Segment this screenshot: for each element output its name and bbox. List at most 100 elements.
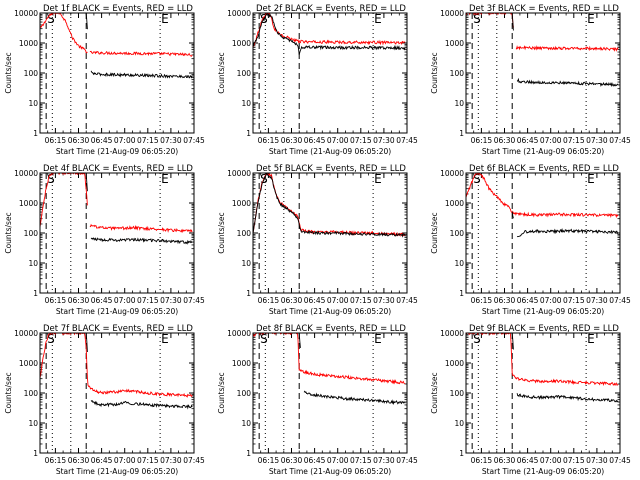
panel-6: Det 6f BLACK = Events, RED = LLD Counts/s… (430, 164, 631, 316)
y-tick-label: 100 (450, 229, 465, 238)
x-tick-label: 06:45 (304, 136, 326, 145)
x-tick-label: 06:15 (45, 456, 67, 465)
axes-frame (39, 172, 195, 294)
y-tick-label: 100 (24, 389, 39, 398)
panel-title: Det 8f BLACK = Events, RED = LLD (256, 324, 406, 334)
x-tick-label: 07:30 (160, 296, 182, 305)
x-axis-label: Start Time (21-Aug-09 06:05:20) (56, 467, 178, 476)
x-tick-label: 06:45 (304, 456, 326, 465)
series-events-trace (303, 390, 406, 406)
series-lld-trace (515, 45, 619, 52)
trace-area (466, 333, 619, 403)
y-tick-label: 10 (454, 259, 464, 268)
series-lld-trace (40, 13, 88, 54)
y-tick-label: 10 (241, 99, 251, 108)
x-tick-label: 07:00 (114, 456, 136, 465)
marker-label-e: E (374, 172, 382, 186)
x-tick-label: 06:45 (91, 296, 113, 305)
series-events-trace (298, 333, 301, 348)
marker-label-e: E (374, 12, 382, 26)
y-tick-label: 10000 (227, 9, 251, 18)
x-tick-label: 07:00 (540, 136, 562, 145)
x-tick-label: 07:45 (609, 456, 631, 465)
y-tick-label: 1000 (445, 39, 464, 48)
series-events-trace (516, 77, 619, 88)
x-tick-label: 07:30 (586, 296, 608, 305)
x-tick-label: 07:00 (327, 296, 349, 305)
trace-area (253, 173, 406, 238)
panel-1: Det 1f BLACK = Events, RED = LLD Counts/s… (4, 4, 205, 156)
axes-frame (39, 332, 195, 454)
x-tick-label: 06:45 (91, 136, 113, 145)
x-axis-label: Start Time (21-Aug-09 06:05:20) (482, 467, 604, 476)
y-tick-label: 1 (459, 129, 464, 138)
x-tick-label: 06:15 (471, 136, 493, 145)
y-tick-label: 10000 (14, 329, 38, 338)
y-tick-label: 100 (450, 69, 465, 78)
y-tick-label: 1 (459, 449, 464, 458)
panel-title: Det 2f BLACK = Events, RED = LLD (256, 4, 406, 14)
x-tick-label: 07:00 (114, 136, 136, 145)
trace-area (253, 13, 406, 55)
series-lld-trace (253, 13, 406, 48)
y-tick-label: 100 (237, 389, 252, 398)
series-lld-trace (253, 173, 406, 237)
x-tick-label: 07:00 (327, 456, 349, 465)
x-tick-label: 06:15 (471, 456, 493, 465)
y-tick-label: 1 (459, 289, 464, 298)
series-events-trace (511, 211, 514, 219)
x-tick-label: 07:15 (350, 296, 372, 305)
x-tick-label: 07:30 (586, 136, 608, 145)
axes-frame (252, 332, 408, 454)
series-lld-trace (466, 173, 619, 219)
y-tick-label: 100 (450, 389, 465, 398)
x-tick-label: 07:45 (183, 296, 205, 305)
y-tick-label: 10000 (440, 329, 464, 338)
panel-2: Det 2f BLACK = Events, RED = LLD Counts/s… (217, 4, 418, 156)
x-tick-label: 07:00 (327, 136, 349, 145)
y-tick-label: 10000 (440, 169, 464, 178)
panel-title: Det 9f BLACK = Events, RED = LLD (469, 324, 619, 334)
x-axis-label: Start Time (21-Aug-09 06:05:20) (482, 147, 604, 156)
axes-frame (39, 12, 195, 134)
x-tick-label: 07:45 (396, 296, 418, 305)
marker-label-e: E (587, 332, 595, 346)
y-tick-label: 100 (237, 69, 252, 78)
trace-area (466, 173, 619, 238)
axes-frame (252, 12, 408, 134)
marker-label-s: S (473, 172, 481, 186)
series-lld-trace (466, 333, 619, 387)
x-axis-label: Start Time (21-Aug-09 06:05:20) (482, 307, 604, 316)
x-tick-label: 07:15 (350, 136, 372, 145)
x-tick-label: 07:45 (183, 456, 205, 465)
x-tick-label: 07:30 (373, 136, 395, 145)
marker-label-e: E (587, 12, 595, 26)
y-tick-label: 1 (33, 289, 38, 298)
y-tick-label: 100 (24, 69, 39, 78)
panel-9: Det 9f BLACK = Events, RED = LLD Counts/s… (430, 324, 631, 476)
y-tick-label: 10 (28, 259, 38, 268)
axes-frame (465, 332, 621, 454)
x-tick-label: 07:00 (540, 456, 562, 465)
y-tick-label: 1000 (232, 39, 251, 48)
panel-5: Det 5f BLACK = Events, RED = LLD Counts/s… (217, 164, 418, 316)
panel-3: Det 3f BLACK = Events, RED = LLD Counts/s… (430, 4, 631, 156)
y-tick-label: 1 (246, 289, 251, 298)
series-events-trace (253, 173, 406, 238)
y-tick-label: 100 (24, 229, 39, 238)
x-tick-label: 06:45 (91, 456, 113, 465)
panel-7: Det 7f BLACK = Events, RED = LLD Counts/s… (4, 324, 205, 476)
y-axis-label: Counts/sec (4, 52, 13, 93)
x-tick-label: 06:15 (258, 136, 280, 145)
panel-4: Det 4f BLACK = Events, RED = LLD Counts/s… (4, 164, 205, 316)
panel-title: Det 1f BLACK = Events, RED = LLD (43, 4, 193, 14)
trace-area (40, 13, 193, 79)
y-tick-label: 10 (454, 99, 464, 108)
marker-label-s: S (47, 332, 55, 346)
x-tick-label: 06:30 (281, 136, 303, 145)
y-tick-label: 1000 (232, 199, 251, 208)
y-tick-label: 1000 (19, 39, 38, 48)
series-events-trace (90, 400, 193, 410)
x-axis-label: Start Time (21-Aug-09 06:05:20) (269, 147, 391, 156)
